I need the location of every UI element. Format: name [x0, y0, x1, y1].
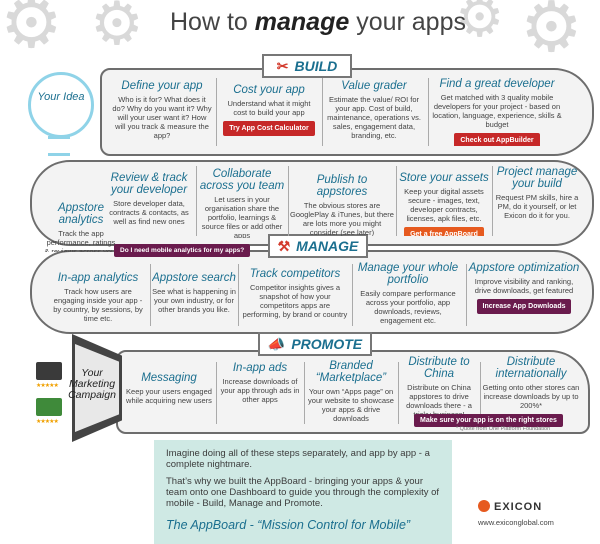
- brand-logo: EXICON: [478, 500, 542, 513]
- tools-icon: ✂: [276, 58, 289, 74]
- card-manage-portfolio: Manage your whole portfolio Easily compar…: [354, 262, 462, 328]
- free-appboard-button[interactable]: Get a free AppBoard: [404, 227, 484, 236]
- appbuilder-button[interactable]: Check out AppBuilder: [454, 133, 540, 146]
- page-title: How to manage your apps: [170, 8, 466, 36]
- star-rating: ★★★★★: [36, 418, 59, 425]
- footer-text-2: That’s why we built the AppBoard - bring…: [166, 476, 440, 509]
- brand-url[interactable]: www.exiconglobal.com: [478, 518, 554, 527]
- footer-text-1: Imagine doing all of these steps separat…: [166, 448, 430, 470]
- card-track-competitors: Track competitors Competitor insights giv…: [242, 268, 348, 319]
- increase-downloads-button[interactable]: Increase App Downloads: [476, 299, 572, 314]
- card-collaborate: Collaborate across you team Let users in …: [199, 168, 285, 238]
- phone-icon: [36, 362, 62, 380]
- card-review-developer: Review & track your developer Store devel…: [109, 172, 189, 226]
- build-banner: ✂ BUILD: [262, 54, 352, 78]
- card-appstore-search: Appstore search See what is happening in …: [152, 272, 236, 314]
- card-branded-marketplace: Branded “Marketplace” Your own “Apps page…: [308, 360, 394, 423]
- gear-icon: ⚙: [0, 0, 63, 64]
- promote-banner: 📣 PROMOTE: [258, 332, 372, 356]
- lightbulb-base: [48, 136, 70, 156]
- phone-icon: [36, 398, 62, 416]
- card-appstore-optimization: Appstore optimization Improve visibility …: [468, 262, 580, 328]
- megaphone-icon: 📣: [267, 336, 286, 352]
- card-distribute-international: Distribute internationally Getting onto o…: [482, 356, 580, 410]
- exicon-logo-icon: [478, 500, 490, 512]
- marketing-campaign-label: Your Marketing Campaign: [68, 368, 116, 401]
- card-inapp-analytics: In-app analytics Track how users are enga…: [53, 272, 143, 323]
- gear-icon: ⚙: [90, 0, 144, 59]
- card-inapp-ads: In-app ads Increase downloads of your app…: [220, 362, 300, 404]
- card-cost-app: Cost your app Understand what it might co…: [220, 84, 318, 146]
- card-appstore-analytics: Appstore analytics Track the app performa…: [44, 202, 118, 252]
- manage-banner: ⚒ MANAGE: [268, 234, 368, 258]
- card-messaging: Messaging Keep your users engaged while a…: [126, 372, 212, 405]
- app-cost-calculator-button[interactable]: Try App Cost Calculator: [223, 121, 315, 136]
- right-stores-button[interactable]: Make sure your app is on the right store…: [414, 414, 563, 427]
- quote-note: * Quote from One Platform Foundation: [456, 426, 551, 432]
- card-define-app: Define your app Who is it for? What does …: [112, 80, 212, 140]
- analytics-question-button[interactable]: Do I need mobile analytics for my apps?: [114, 244, 251, 257]
- card-project-manage: Project manage your build Request PM skil…: [495, 166, 579, 220]
- card-value-grader: Value grader Estimate the value/ ROI for …: [327, 80, 421, 140]
- gear-icon: ⚙: [520, 0, 583, 68]
- lightbulb-icon: Your Idea: [28, 72, 94, 138]
- card-store-assets: Store your assets Keep your digital asset…: [398, 172, 490, 236]
- star-rating: ★★★★★: [36, 382, 59, 389]
- card-find-developer: Find a great developer Get matched with 3…: [432, 78, 562, 146]
- hammer-icon: ⚒: [277, 238, 291, 254]
- gear-icon: ⚙: [455, 0, 505, 49]
- footer-tagline: The AppBoard - “Mission Control for Mobi…: [166, 518, 411, 532]
- card-publish: Publish to appstores The obvious stores a…: [290, 174, 394, 236]
- footer-panel: Imagine doing all of these steps separat…: [154, 440, 452, 544]
